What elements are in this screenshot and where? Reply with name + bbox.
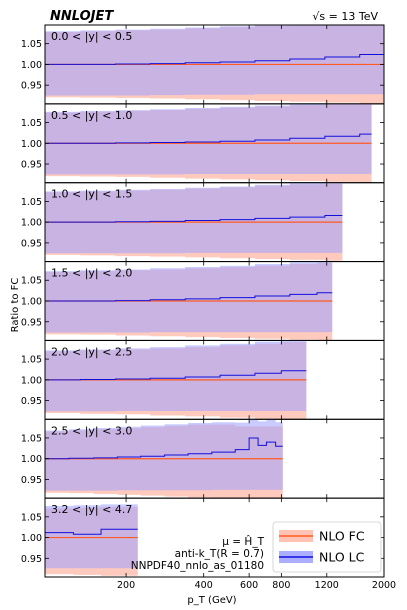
legend: NLO FC NLO LC	[272, 521, 382, 573]
nlo-lc-band	[45, 419, 283, 491]
nlo-lc-band	[45, 504, 138, 569]
y-tick-label: 1.00	[21, 454, 42, 465]
jet-annotation: anti-k_T(R = 0.7)	[175, 548, 264, 560]
y-tick-label: 0.95	[21, 238, 42, 249]
y-tick-label: 0.95	[21, 160, 42, 171]
y-tick-label: 0.95	[21, 475, 42, 486]
panel-label: 1.5 < |y| < 2.0	[51, 267, 132, 280]
panel-frame	[44, 497, 385, 578]
panel-plot-area	[45, 340, 307, 420]
y-tick-label: 1.05	[21, 512, 42, 523]
nlo-lc-line	[45, 215, 343, 223]
nlo-lc-line	[45, 528, 138, 535]
panels-layer: 0.951.001.050.0 < |y| < 0.50.951.001.050…	[21, 24, 385, 578]
panel-label: 2.5 < |y| < 3.0	[51, 424, 132, 437]
panel-6: 0.95 1.00 1.05 2.5 < |y| < 3.0	[21, 418, 385, 499]
panel-label: 1.0 < |y| < 1.5	[51, 188, 132, 201]
x-tick-label: 800	[272, 580, 290, 591]
panel-plot-area	[45, 103, 372, 183]
nlo-lc-line	[45, 292, 333, 302]
panel-4: 0.95 1.00 1.05 1.5 < |y| < 2.0	[21, 261, 385, 341]
y-tick-label: 1.00	[21, 375, 42, 386]
y-tick-label: 1.00	[21, 60, 42, 71]
decoration-layer: NNLOJET √s = 13 TeV Ratio to FC p_T (GeV…	[10, 9, 396, 606]
nlo-lc-band	[45, 103, 372, 175]
x-tick-label: 400	[195, 580, 213, 591]
y-tick-label: 0.95	[21, 554, 42, 565]
panel-plot-area	[45, 261, 333, 341]
legend-label: NLO LC	[319, 550, 365, 565]
nlo-lc-band	[45, 25, 384, 96]
panel-plot-area	[45, 25, 384, 104]
panel-1: 0.95 1.00 1.05 0.0 < |y| < 0.5	[21, 24, 385, 105]
y-tick-label: 1.05	[21, 39, 42, 50]
nlo-lc-line	[45, 437, 283, 460]
y-tick-label: 0.95	[21, 81, 42, 92]
x-tick-label: 200	[117, 580, 135, 591]
y-tick-label: 1.05	[21, 355, 42, 366]
panel-5: 0.95 1.00 1.05 2.0 < |y| < 2.5	[21, 339, 385, 420]
scale-annotation: μ = Ĥ_T	[222, 535, 264, 548]
y-tick-label: 1.05	[21, 276, 42, 287]
nlo-lc-band	[45, 340, 307, 412]
y-tick-label: 1.00	[21, 218, 42, 229]
nlo-lc-line	[45, 53, 384, 65]
y-tick-label: 1.05	[21, 433, 42, 444]
header-label: NNLOJET	[50, 9, 114, 24]
panel-7: 0.95 1.00 1.05 3.2 < |y| < 4.7	[21, 497, 385, 578]
y-tick-label: 1.00	[21, 533, 42, 544]
y-axis-title: Ratio to FC	[10, 278, 21, 333]
panel-label: 0.5 < |y| < 1.0	[51, 109, 132, 122]
panel-3: 0.95 1.00 1.05 1.0 < |y| < 1.5	[21, 182, 385, 263]
x-tick-label: 2000	[372, 580, 396, 591]
legend-label: NLO FC	[319, 529, 365, 544]
panel-2: 0.95 1.00 1.05 0.5 < |y| < 1.0	[21, 103, 385, 184]
x-tick-label: 600	[240, 580, 258, 591]
x-axis-title: p_T (GeV)	[187, 595, 236, 606]
nlo-lc-band	[45, 261, 333, 333]
y-tick-label: 0.95	[21, 317, 42, 328]
y-tick-label: 1.05	[21, 118, 42, 129]
panel-label: 3.2 < |y| < 4.7	[51, 503, 132, 516]
nlo-lc-line	[45, 370, 307, 381]
nlo-lc-line	[45, 133, 372, 144]
panel-plot-area	[45, 419, 283, 499]
y-tick-label: 1.05	[21, 197, 42, 208]
y-tick-label: 1.00	[21, 297, 42, 308]
panel-plot-area	[45, 504, 138, 576]
panel-label: 2.0 < |y| < 2.5	[51, 345, 132, 358]
energy-label: √s = 13 TeV	[312, 10, 378, 23]
panel-plot-area	[45, 182, 343, 261]
nlo-lc-band	[45, 182, 343, 254]
pdf-annotation: NNPDF40_nnlo_as_01180	[131, 560, 264, 572]
y-tick-label: 0.95	[21, 396, 42, 407]
panel-label: 0.0 < |y| < 0.5	[51, 30, 132, 43]
y-tick-label: 1.00	[21, 139, 42, 150]
x-tick-label: 1200	[315, 580, 339, 591]
